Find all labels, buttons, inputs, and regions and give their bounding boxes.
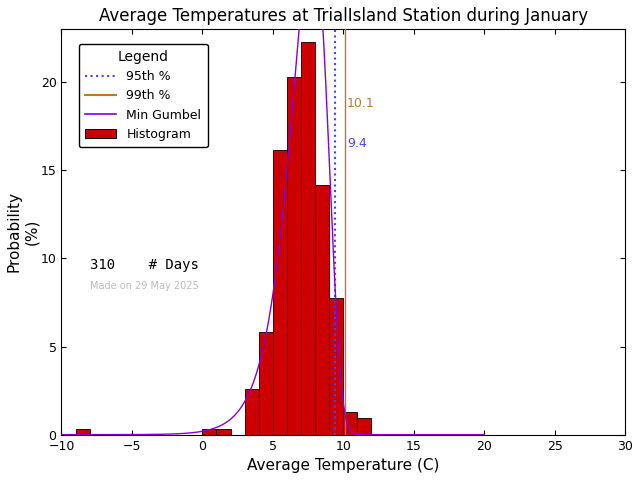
- Y-axis label: Probability
(%): Probability (%): [7, 192, 39, 273]
- Bar: [259, 332, 273, 434]
- Bar: [244, 389, 259, 434]
- Bar: [301, 42, 315, 434]
- Text: 9.4: 9.4: [347, 137, 367, 150]
- Bar: [315, 184, 329, 434]
- Title: Average Temperatures at TrialIsland Station during January: Average Temperatures at TrialIsland Stat…: [99, 7, 588, 25]
- Bar: [287, 76, 301, 434]
- Legend: 95th %, 99th %, Min Gumbel, Histogram: 95th %, 99th %, Min Gumbel, Histogram: [79, 44, 208, 147]
- Bar: [76, 429, 90, 434]
- Text: Made on 29 May 2025: Made on 29 May 2025: [90, 281, 198, 290]
- Text: 10.1: 10.1: [347, 97, 374, 110]
- Bar: [343, 412, 357, 434]
- Bar: [273, 150, 287, 434]
- Bar: [357, 418, 371, 434]
- X-axis label: Average Temperature (C): Average Temperature (C): [247, 458, 440, 473]
- Bar: [216, 429, 230, 434]
- Bar: [329, 298, 343, 434]
- Text: 310    # Days: 310 # Days: [90, 258, 198, 272]
- Bar: [202, 429, 216, 434]
